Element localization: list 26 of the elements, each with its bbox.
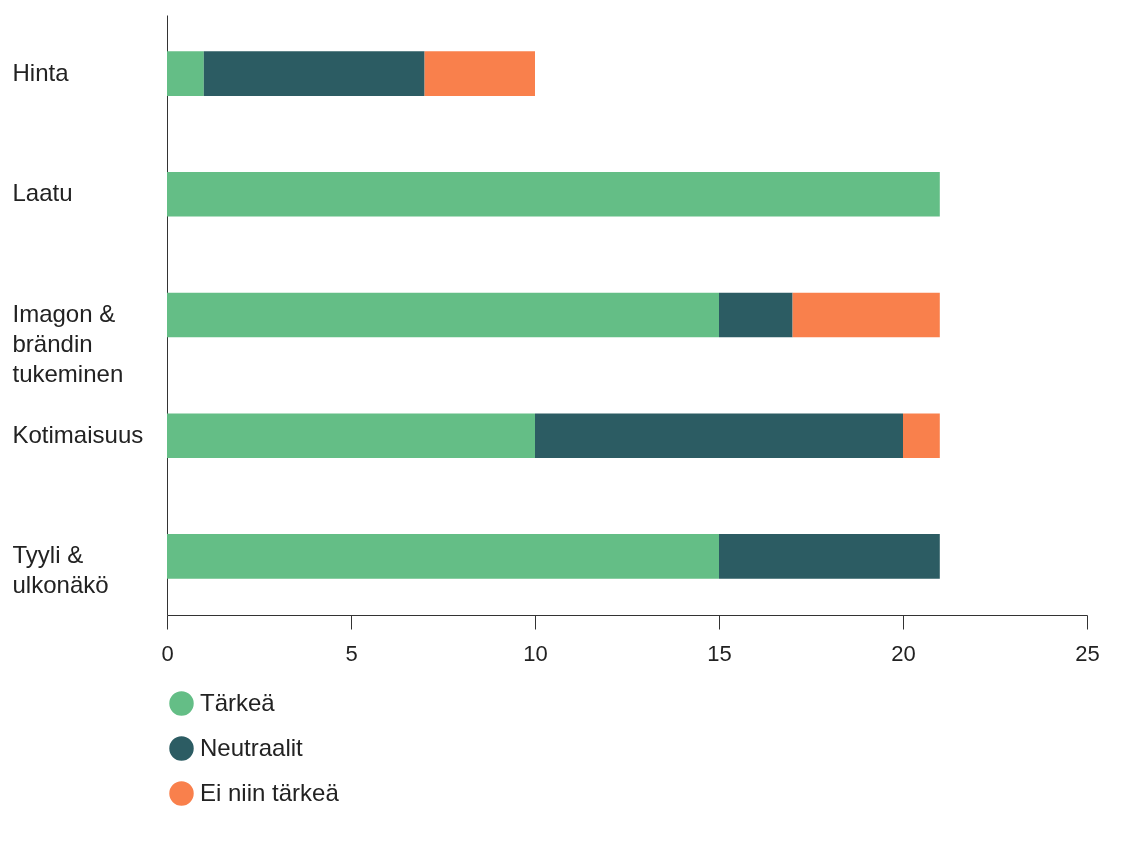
legend-label: Neutraalit [200, 733, 304, 761]
x-tick-label: 0 [161, 640, 174, 666]
bar [719, 534, 940, 579]
bar [167, 171, 940, 217]
bar [167, 51, 204, 96]
bar [792, 292, 940, 338]
bar [903, 413, 940, 459]
y-tick-label: Imagon & brändin tukeminen [12, 300, 124, 387]
y-tick-label: Kotimaisuus [12, 420, 144, 448]
bar [167, 413, 535, 459]
bar [535, 413, 903, 459]
x-tick-label: 10 [523, 640, 548, 666]
bar [424, 51, 535, 96]
bar [167, 292, 719, 338]
bar [167, 534, 719, 579]
y-tick-label: Laatu [12, 179, 73, 207]
bar [719, 292, 793, 338]
x-tick-label: 15 [707, 640, 732, 666]
x-tick-label: 5 [345, 640, 358, 666]
y-tick-label: Hinta [12, 58, 70, 86]
y-tick-label: Tyyli & ulkonäkö [12, 541, 109, 599]
x-tick-label: 20 [891, 640, 916, 666]
legend-label: Tärkeä [200, 688, 276, 716]
legend-label: Ei niin tärkeä [200, 778, 340, 806]
bar [203, 51, 425, 96]
x-tick-label: 25 [1075, 640, 1100, 666]
